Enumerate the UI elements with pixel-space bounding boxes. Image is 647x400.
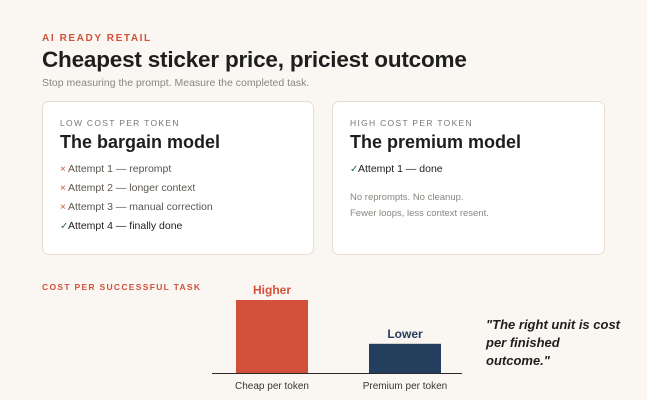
category-tick-label: Cheap per token	[235, 381, 309, 392]
premium-model-card: HIGH COST PER TOKEN The premium model ✓A…	[332, 101, 605, 255]
bar-data-label: Higher	[253, 283, 291, 297]
attempt-item: ✓Attempt 4 — finally done	[60, 220, 213, 239]
x-mark-icon: ×	[60, 183, 66, 194]
attempt-label: Attempt 3 — manual correction	[68, 201, 213, 213]
page-subtitle: Stop measuring the prompt. Measure the c…	[42, 77, 310, 89]
bar-premium	[369, 343, 441, 373]
attempt-label: Attempt 1 — reprompt	[68, 163, 172, 175]
check-mark-icon: ✓	[60, 221, 69, 232]
eyebrow: AI READY RETAIL	[42, 33, 152, 44]
card-kicker: LOW COST PER TOKEN	[60, 118, 180, 128]
note-line: No reprompts. No cleanup.	[350, 192, 464, 203]
x-mark-icon: ×	[60, 202, 66, 213]
card-title: The premium model	[350, 132, 522, 152]
note-line: Fewer loops, less context resent.	[350, 208, 489, 219]
bar-cheap	[236, 300, 308, 373]
card-kicker: HIGH COST PER TOKEN	[350, 118, 473, 128]
check-mark-icon: ✓	[350, 164, 359, 175]
attempt-item: × Attempt 2 — longer context	[60, 182, 213, 201]
page-title: Cheapest sticker price, priciest outcome	[42, 47, 467, 72]
card-title: The bargain model	[60, 132, 221, 152]
pull-quote: "The right unit is cost per finished out…	[486, 317, 620, 368]
bar-data-label: Lower	[387, 327, 423, 341]
attempt-item: ✓Attempt 1 — done	[350, 163, 443, 182]
bargain-model-card: LOW COST PER TOKEN The bargain model × At…	[42, 101, 314, 255]
attempt-list: × Attempt 1 — reprompt × Attempt 2 — longe…	[60, 163, 213, 239]
section-label: COST PER SUCCESSFUL TASK	[42, 282, 202, 292]
card-note: No reprompts. No cleanup. Fewer loops, l…	[350, 191, 489, 223]
attempt-label: Attempt 2 — longer context	[68, 182, 196, 194]
attempt-label: Attempt 1 — done	[358, 163, 443, 175]
x-mark-icon: ×	[60, 164, 66, 175]
attempt-item: × Attempt 1 — reprompt	[60, 163, 213, 182]
attempt-label: Attempt 4 — finally done	[68, 220, 183, 232]
attempt-item: × Attempt 3 — manual correction	[60, 201, 213, 220]
category-tick-label: Premium per token	[363, 381, 447, 392]
attempt-list: ✓Attempt 1 — done	[350, 163, 443, 182]
